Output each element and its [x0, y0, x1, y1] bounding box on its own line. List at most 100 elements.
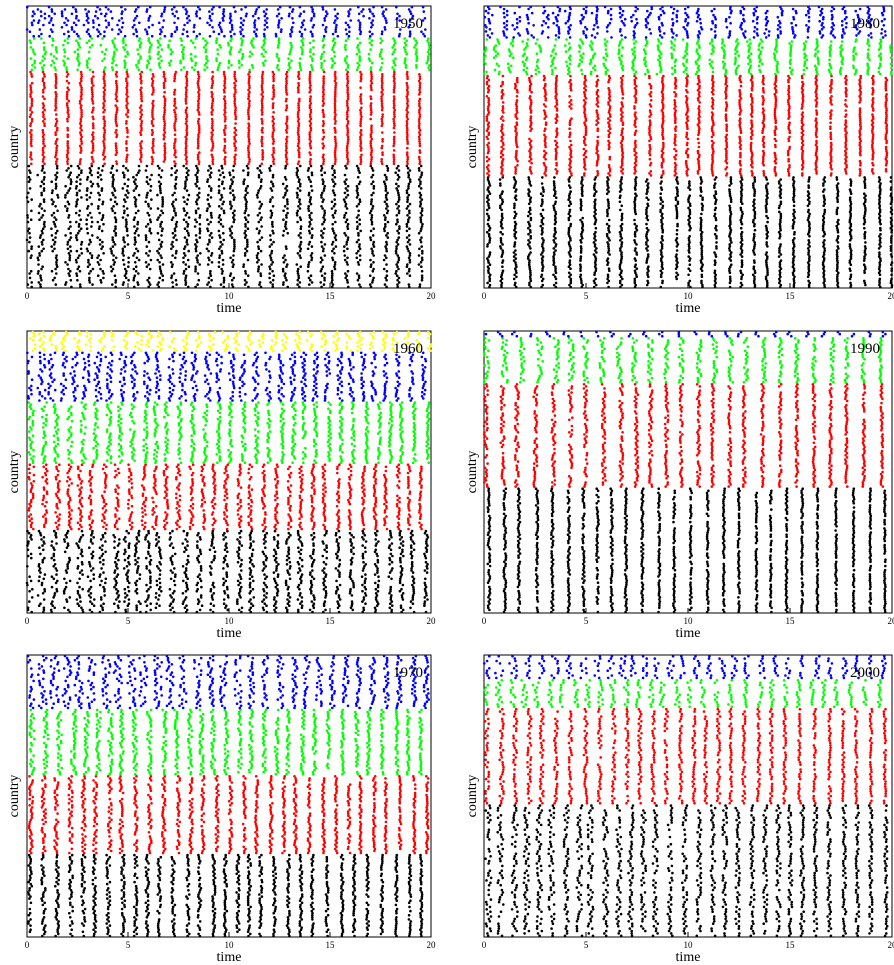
spike-dot: [393, 84, 396, 87]
spike-dot: [223, 140, 227, 143]
spike-dot: [310, 17, 314, 20]
spike-dot: [836, 235, 840, 238]
spike-dot: [244, 198, 247, 201]
spike-dot: [284, 187, 287, 190]
spike-dot: [322, 88, 325, 92]
spike-dot: [359, 124, 362, 127]
spike-dot: [271, 229, 274, 233]
spike-dot: [30, 247, 33, 251]
spike-dot: [41, 135, 45, 139]
spike-dot: [197, 77, 200, 80]
spike-dot: [195, 175, 199, 179]
spike-dot: [30, 198, 33, 201]
spike-dot: [50, 245, 53, 248]
spike-dot: [139, 55, 142, 58]
spike-dot: [308, 79, 312, 83]
spike-dot: [133, 225, 136, 228]
spike-dot: [246, 173, 250, 177]
spike-dot: [90, 140, 94, 143]
spike-dot: [110, 66, 114, 69]
spike-dot: [78, 254, 81, 257]
spike-dot: [42, 115, 45, 119]
spike-dot: [408, 258, 412, 262]
spike-dot: [170, 32, 174, 36]
spike-dot: [331, 258, 335, 262]
spike-dot: [361, 8, 365, 11]
spike-dot: [345, 240, 349, 244]
spike-dot: [554, 249, 557, 252]
spike-dot: [334, 28, 338, 31]
spike-dot: [862, 192, 866, 195]
spike-dot: [346, 193, 350, 197]
spike-dot: [836, 206, 839, 210]
spike-dot: [43, 220, 46, 224]
spike-dot: [323, 211, 327, 215]
spike-dot: [413, 46, 416, 49]
spike-dot: [148, 267, 152, 271]
spike-dot: [371, 269, 375, 273]
spike-dot: [162, 70, 166, 74]
spike-dot: [55, 261, 58, 264]
spike-dot: [343, 173, 347, 177]
spike-dot: [156, 218, 159, 221]
spike-dot: [257, 173, 261, 177]
spike-dot: [125, 106, 129, 110]
spike-dot: [125, 149, 128, 152]
spike-dot: [284, 155, 288, 159]
spike-dot: [212, 30, 216, 33]
spike-dot: [285, 216, 288, 219]
spike-dot: [29, 95, 32, 98]
spike-dot: [356, 61, 360, 65]
spike-dot: [126, 153, 129, 157]
spike-dot: [233, 32, 236, 36]
spike-dot: [514, 281, 517, 285]
spike-dot: [180, 68, 183, 72]
spike-dot: [823, 239, 826, 242]
spike-dot: [100, 12, 103, 16]
spike-dot: [80, 171, 83, 174]
spike-dot: [284, 245, 288, 248]
spike-dot: [406, 272, 409, 275]
spike-dot: [415, 55, 419, 58]
spike-dot: [370, 126, 373, 130]
spike-dot: [112, 187, 116, 190]
spike-dot: [285, 227, 288, 230]
spike-dot: [285, 126, 289, 130]
spike-dot: [258, 164, 262, 168]
spike-dot: [647, 265, 650, 269]
spike-dot: [269, 238, 273, 242]
spike-dot: [261, 70, 265, 74]
spike-dot: [386, 231, 390, 235]
spike-dot: [105, 26, 108, 29]
spike-dot: [27, 227, 31, 230]
spike-dot: [120, 26, 124, 29]
spike-dot: [618, 200, 622, 204]
spike-dot: [383, 229, 386, 233]
spike-dot: [397, 236, 401, 239]
spike-dot: [67, 214, 71, 217]
spike-dot: [229, 229, 232, 233]
spike-dot: [380, 32, 384, 36]
spike-dot: [334, 77, 337, 80]
spike-dot: [234, 128, 238, 132]
spike-dot: [231, 169, 235, 172]
spike-dot: [380, 117, 384, 121]
spike-dot: [331, 173, 335, 177]
spike-dot: [406, 158, 410, 161]
spike-dot: [358, 64, 361, 67]
spike-dot: [849, 273, 853, 277]
spike-dot: [79, 227, 83, 230]
spike-dot: [309, 128, 313, 132]
spike-dot: [33, 66, 37, 69]
spike-dot: [284, 84, 288, 87]
spike-dot: [29, 140, 33, 143]
spike-dot: [73, 50, 77, 54]
spike-dot: [419, 240, 423, 244]
spike-dot: [298, 97, 301, 101]
spike-dot: [233, 111, 237, 114]
spike-dot: [284, 276, 287, 280]
spike-dot: [295, 211, 299, 215]
spike-dot: [232, 249, 236, 253]
spike-dot: [308, 104, 312, 107]
spike-dot: [269, 209, 273, 213]
